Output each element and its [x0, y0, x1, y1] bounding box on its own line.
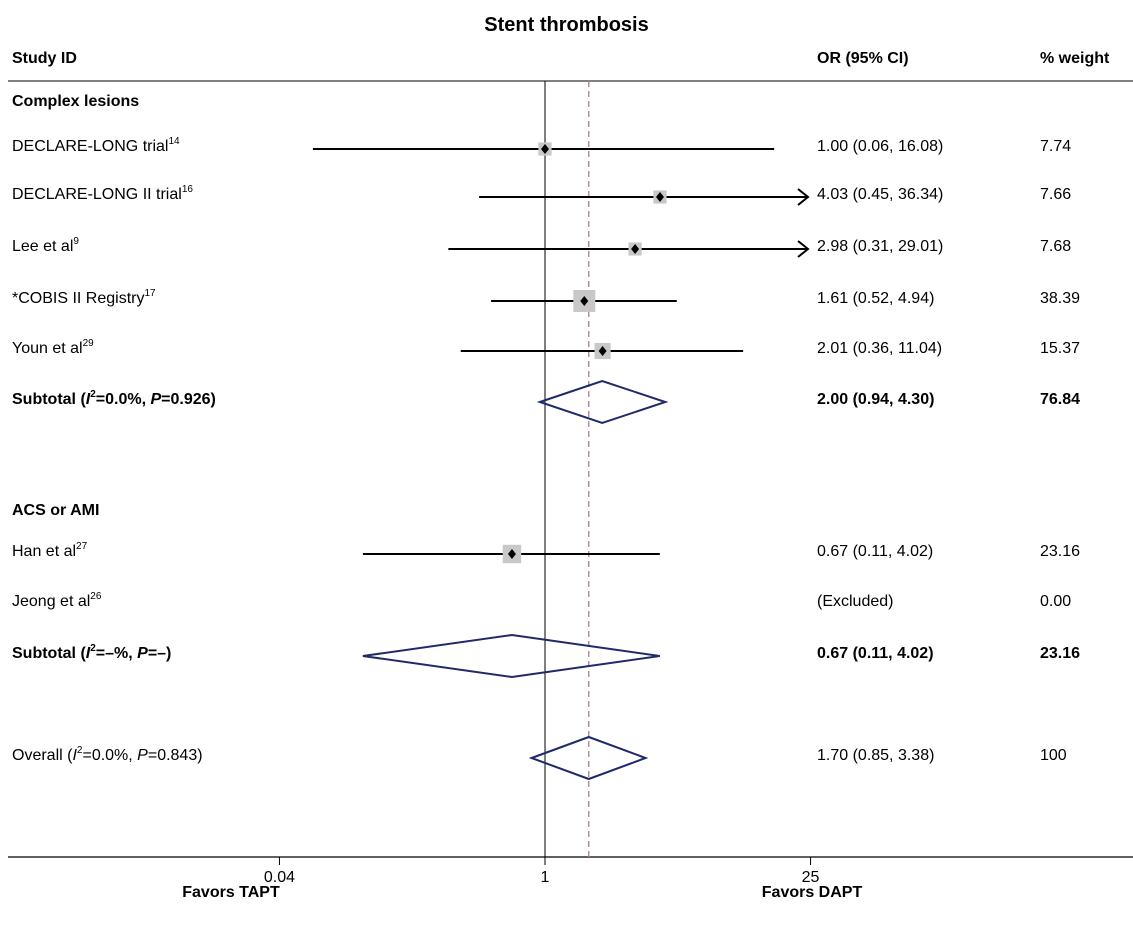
- point-estimate-marker: [655, 192, 664, 202]
- point-estimate-marker: [507, 549, 516, 559]
- study-name: Han et al: [12, 543, 77, 560]
- study-reference: 16: [181, 183, 193, 195]
- study-name: Jeong et al: [12, 593, 91, 610]
- weight-value: 38.39: [1040, 290, 1081, 307]
- p-value: =0.926): [161, 391, 216, 408]
- ci-arrow-right: [797, 188, 810, 206]
- group-heading: Complex lesions: [12, 93, 140, 110]
- study-label: DECLARE-LONG II trial16: [12, 183, 193, 204]
- i2-value: =0.0%,: [95, 391, 151, 408]
- study-name: DECLARE-LONG trial: [12, 138, 169, 155]
- column-header-study: Study ID: [12, 50, 77, 67]
- chart-title: Stent thrombosis: [484, 14, 649, 36]
- group-heading: ACS or AMI: [12, 502, 100, 519]
- subtotal-diamond: [362, 633, 660, 679]
- weight-value: 0.00: [1040, 593, 1072, 610]
- study-reference: 14: [168, 135, 180, 147]
- p-symbol: P: [137, 645, 148, 662]
- i2-superscript: 2: [76, 744, 83, 756]
- favors-right-label: Favors DAPT: [761, 884, 863, 901]
- weight-value: 76.84: [1040, 391, 1081, 408]
- subtotal-label: Subtotal (I2=0.0%, P=0.926): [12, 388, 216, 409]
- point-estimate-marker: [631, 244, 640, 254]
- study-label: *COBIS II Registry17: [12, 287, 156, 308]
- x-tick-label: 0.04: [263, 869, 295, 886]
- weight-value: 100: [1040, 747, 1067, 764]
- study-label: Youn et al29: [12, 337, 94, 358]
- i2-symbol: I: [72, 747, 77, 764]
- study-reference: 29: [82, 337, 94, 349]
- x-tick-label: 25: [801, 869, 820, 886]
- or-ci-value: 0.67 (0.11, 4.02): [817, 543, 934, 560]
- study-name: Youn et al: [12, 340, 83, 357]
- stat-prefix: Subtotal (: [12, 645, 86, 662]
- p-symbol: P: [150, 391, 162, 408]
- i2-value: =–%,: [95, 645, 138, 662]
- weight-value: 7.74: [1040, 138, 1072, 155]
- x-tick-label: 1: [540, 869, 550, 886]
- subtotal-diamond: [536, 379, 669, 425]
- stat-prefix: Overall (: [12, 747, 73, 764]
- column-header-weight: % weight: [1040, 50, 1110, 67]
- study-label: Han et al27: [12, 540, 88, 561]
- study-label: DECLARE-LONG trial14: [12, 135, 180, 156]
- weight-value: 15.37: [1040, 340, 1081, 357]
- study-reference: 26: [90, 590, 102, 602]
- overall-label: Overall (I2=0.0%, P=0.843): [12, 744, 203, 765]
- i2-symbol: I: [85, 645, 91, 662]
- p-value: =–): [147, 645, 172, 662]
- study-reference: 17: [144, 287, 156, 299]
- stat-prefix: Subtotal (: [12, 391, 86, 408]
- overall-diamond: [528, 735, 649, 781]
- i2-symbol: I: [85, 391, 91, 408]
- weight-value: 23.16: [1040, 543, 1081, 560]
- i2-superscript: 2: [90, 388, 96, 400]
- subtotal-label: Subtotal (I2=–%, P=–): [12, 642, 172, 663]
- weight-value: 7.68: [1040, 238, 1072, 255]
- point-estimate-marker: [580, 296, 589, 306]
- or-ci-value: 2.98 (0.31, 29.01): [817, 238, 944, 255]
- p-symbol: P: [137, 747, 148, 764]
- or-ci-value: 2.00 (0.94, 4.30): [817, 391, 935, 408]
- i2-value: =0.0%,: [82, 747, 138, 764]
- study-label: Lee et al9: [12, 235, 79, 256]
- point-estimate-marker: [541, 144, 549, 154]
- favors-left-label: Favors TAPT: [182, 884, 280, 901]
- or-ci-value: 1.61 (0.52, 4.94): [817, 290, 935, 307]
- weight-value: 7.66: [1040, 186, 1072, 203]
- or-ci-value: 1.00 (0.06, 16.08): [817, 138, 944, 155]
- study-name: DECLARE-LONG II trial: [12, 186, 182, 203]
- ci-arrow-right: [797, 240, 810, 258]
- i2-superscript: 2: [90, 642, 96, 654]
- or-ci-value: 2.01 (0.36, 11.04): [817, 340, 943, 357]
- study-reference: 27: [76, 540, 88, 552]
- study-name: *COBIS II Registry: [12, 290, 145, 307]
- point-estimate-marker: [598, 346, 607, 356]
- column-header-or: OR (95% CI): [817, 50, 909, 67]
- study-name: Lee et al: [12, 238, 74, 255]
- study-label: Jeong et al26: [12, 590, 102, 611]
- or-ci-value: 4.03 (0.45, 36.34): [817, 186, 944, 203]
- study-reference: 9: [73, 235, 79, 247]
- or-ci-value: 1.70 (0.85, 3.38): [817, 747, 935, 764]
- or-ci-value: (Excluded): [817, 593, 894, 610]
- p-value: =0.843): [147, 747, 203, 764]
- weight-value: 23.16: [1040, 645, 1081, 662]
- or-ci-value: 0.67 (0.11, 4.02): [817, 645, 934, 662]
